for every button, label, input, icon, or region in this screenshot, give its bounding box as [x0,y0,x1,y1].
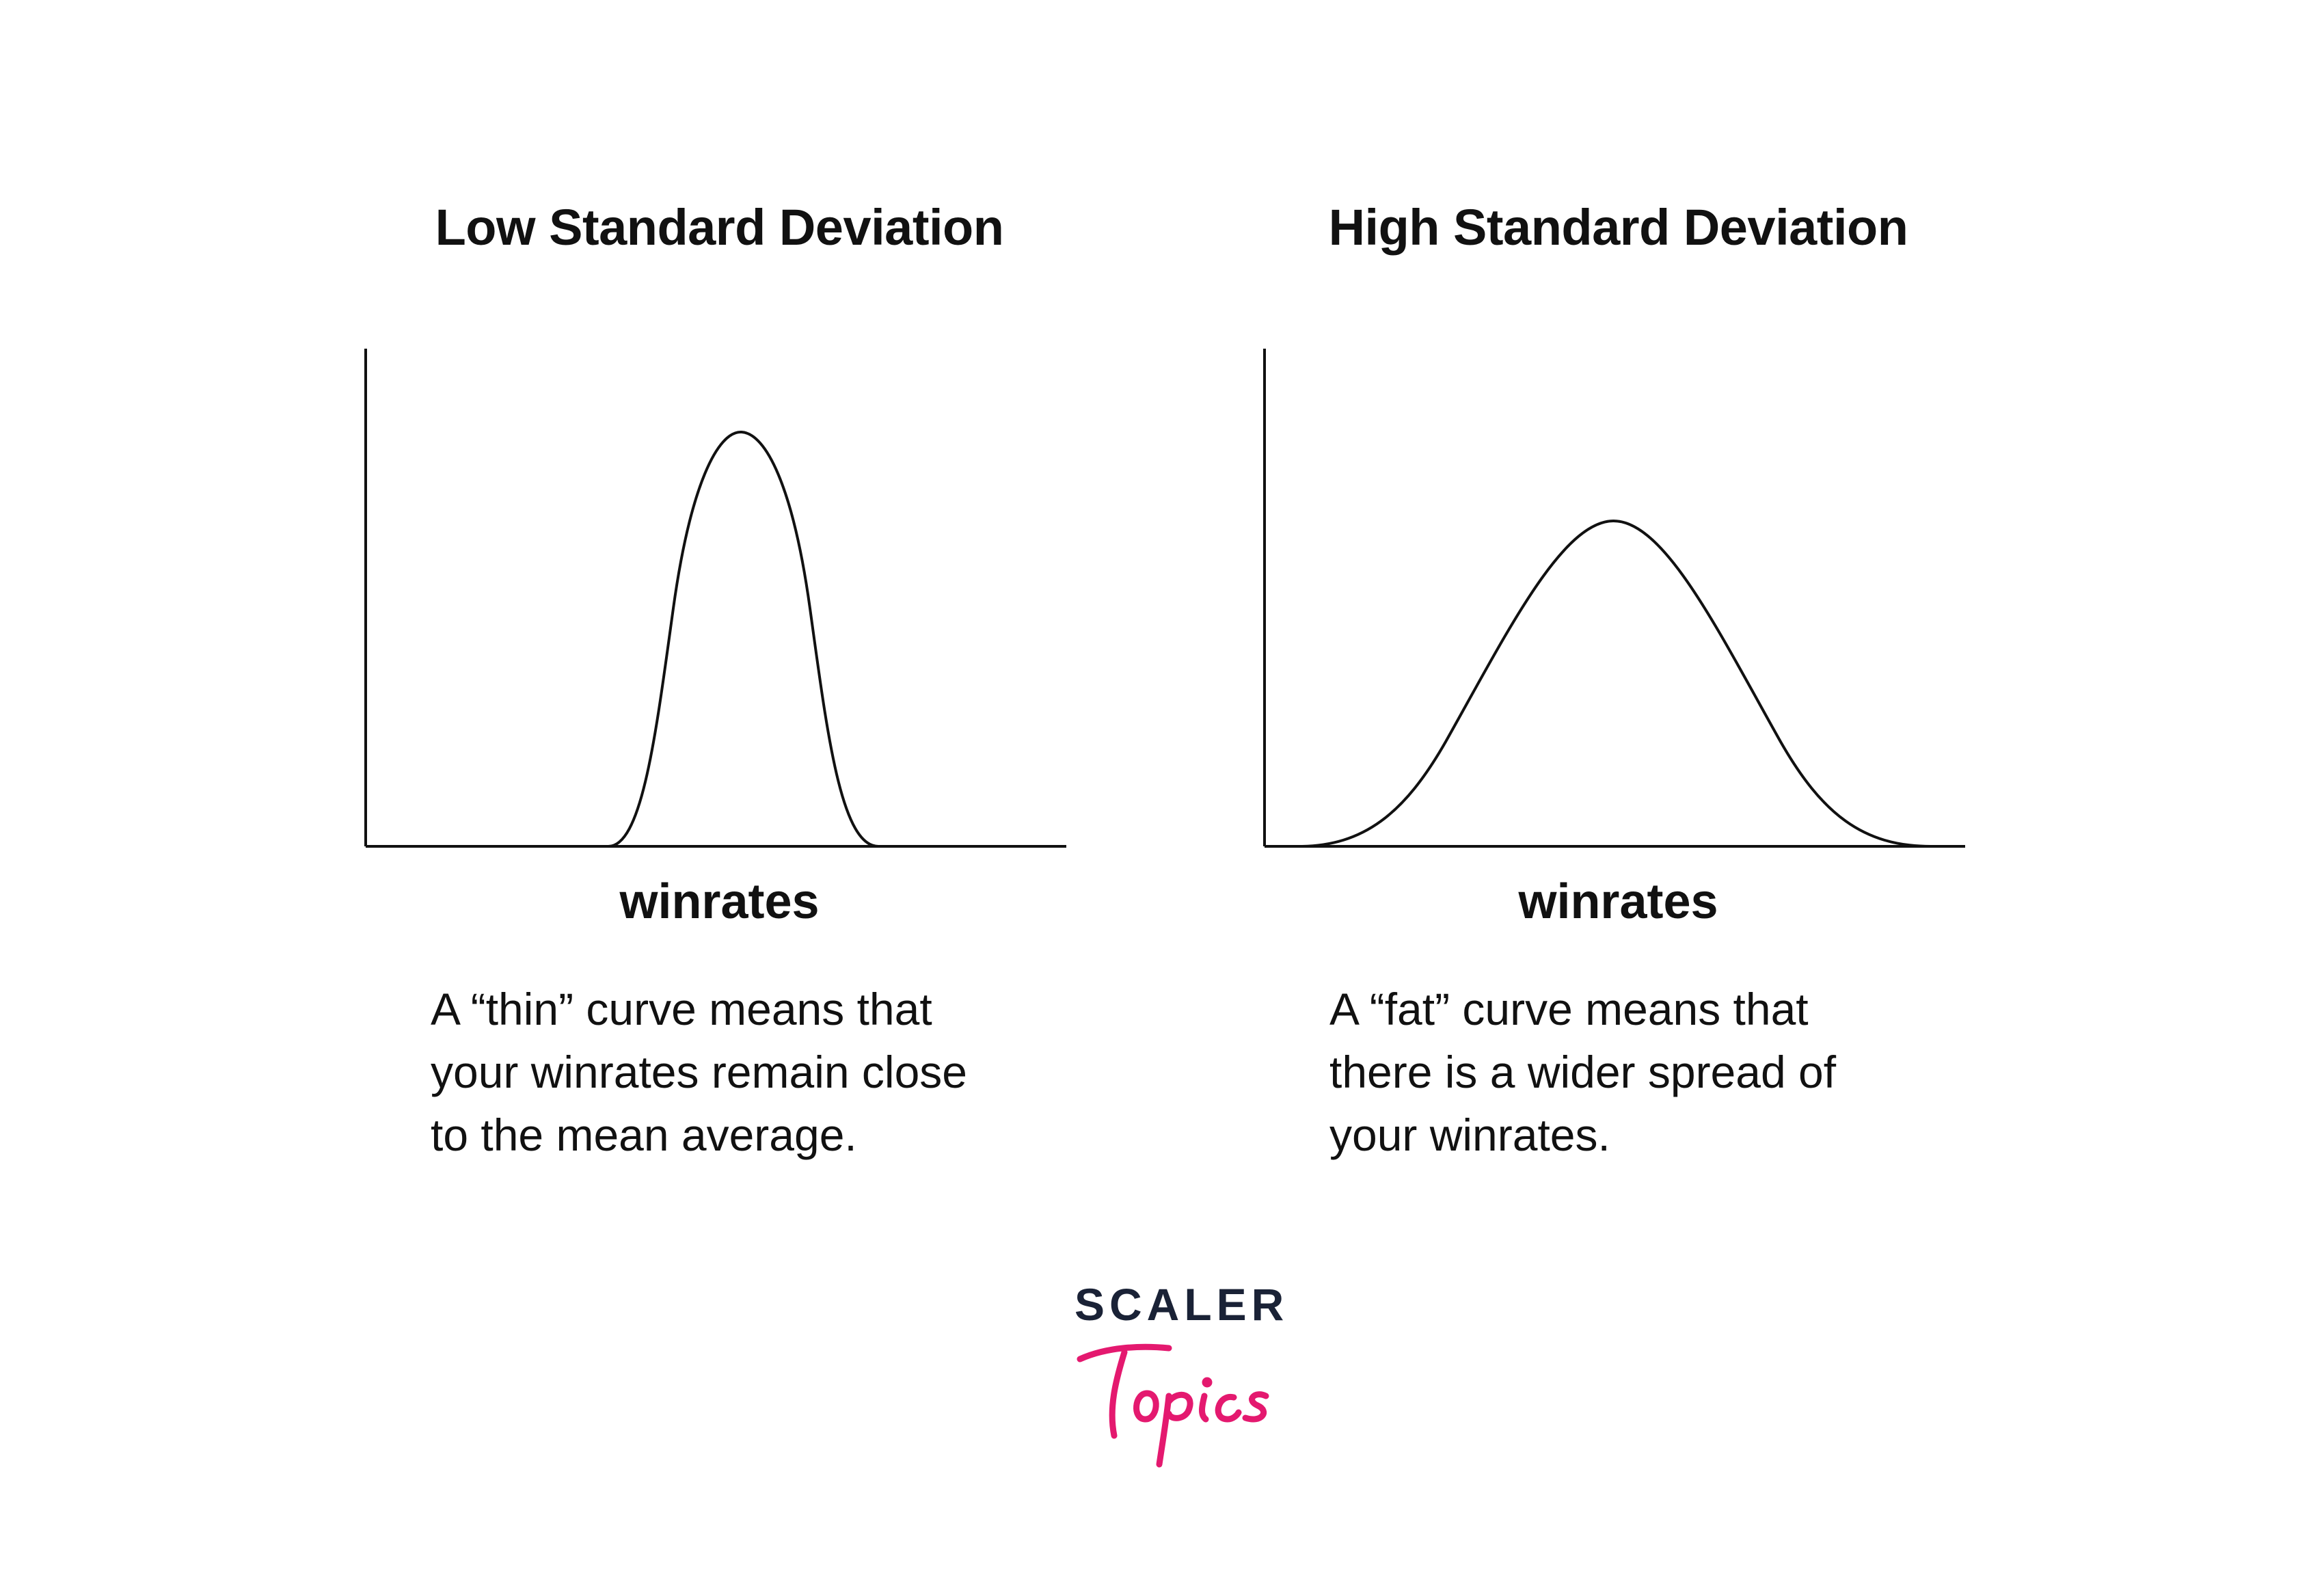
high-sd-plot [1261,349,1965,848]
panel-title: Low Standard Deviation [435,199,1004,256]
topics-script-logo [1077,1343,1269,1468]
caption: A “fat” curve means that there is a wide… [1329,978,2054,1166]
narrow-bell-curve [608,430,879,848]
wide-bell-curve [1298,519,1932,848]
panel-title: High Standard Deviation [1328,199,1908,256]
caption-line: your winrates. [1329,1110,1610,1160]
low-sd-plot-svg [364,349,1066,848]
caption-line: A “thin” curve means that [431,984,932,1034]
caption-line: to the mean average. [431,1110,857,1160]
low-sd-plot [362,349,1066,848]
caption-line: A “fat” curve means that [1329,984,1809,1034]
low-sd-panel: Low Standard Deviation winrates A “thin”… [267,0,1155,1231]
x-axis-label: winrates [619,874,820,929]
caption: A “thin” curve means that your winrates … [431,978,1155,1166]
caption-line: there is a wider spread of [1329,1047,1837,1097]
scaler-topics-logo: SCALER [1066,1278,1285,1470]
caption-line: your winrates remain close [431,1047,967,1097]
high-sd-panel: High Standard Deviation winrates A “fat”… [1165,0,2054,1231]
x-axis-label: winrates [1518,874,1718,929]
high-sd-plot-svg [1263,349,1965,848]
logo-wordmark: SCALER [1075,1279,1289,1330]
